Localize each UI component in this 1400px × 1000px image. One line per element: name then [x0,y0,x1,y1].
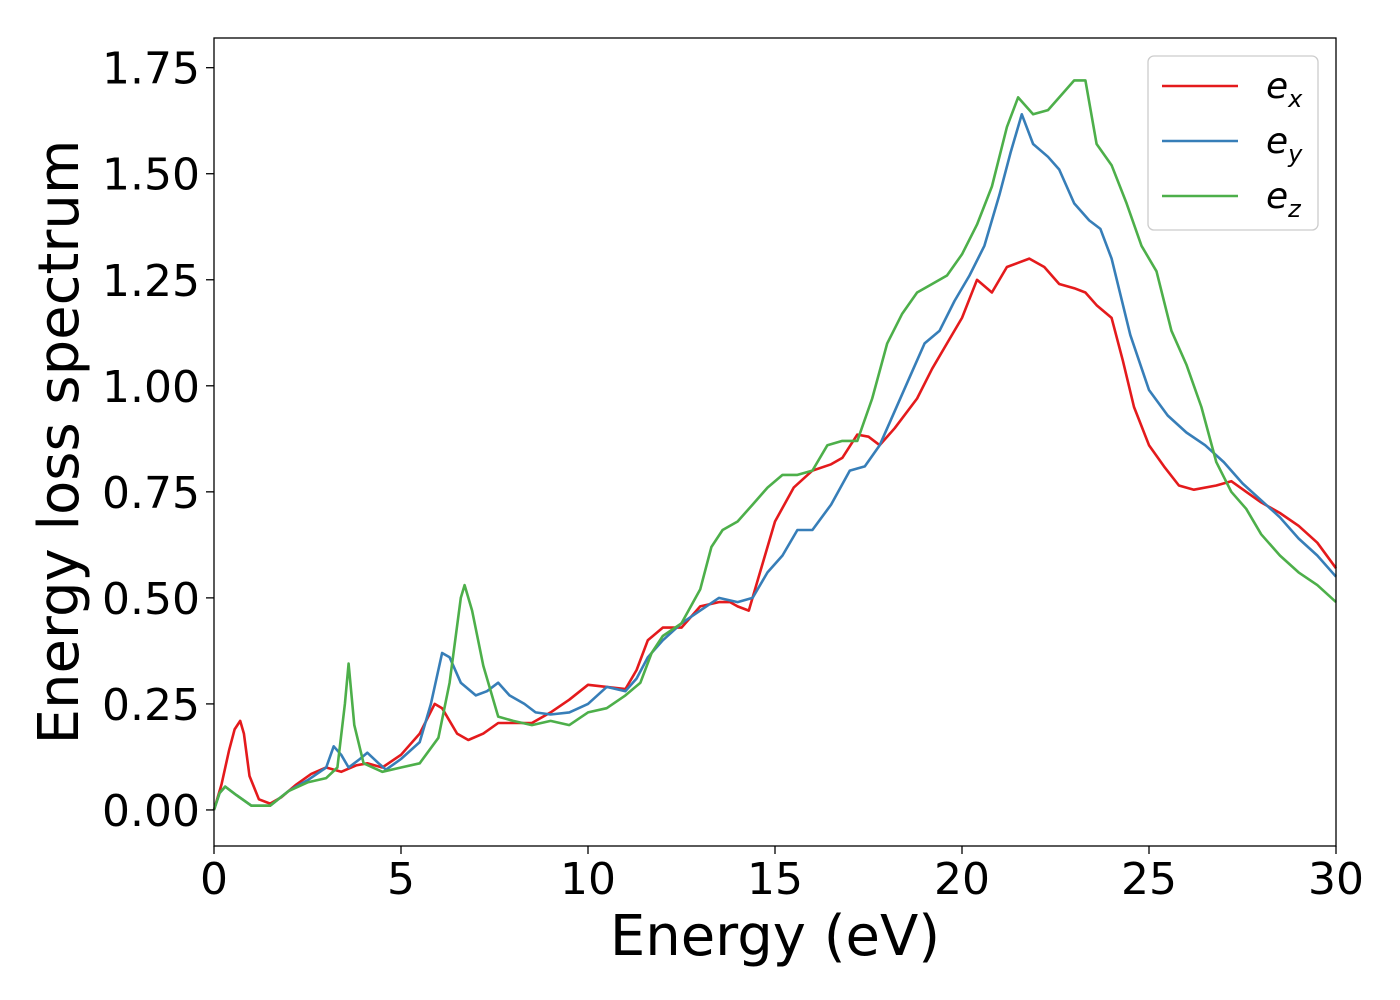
x-axis-label: Energy (eV) [610,904,940,969]
legend-label-subscript: y [1287,140,1303,168]
legend-label-base: e [1266,121,1288,162]
y-tick-label: 0.50 [102,574,200,625]
legend-label: ex [1266,66,1303,113]
y-tick-label: 0.00 [102,786,200,837]
x-tick-label: 10 [560,854,616,905]
series-line-e-z [212,79,1337,811]
y-tick-label: 1.75 [102,44,200,95]
y-axis-label: Energy loss spectrum [27,140,92,745]
series-line-e-x [212,257,1338,811]
legend-label-subscript: z [1287,195,1302,223]
y-tick-label: 1.25 [102,256,200,307]
legend-label-subscript: x [1287,85,1303,113]
legend-label-base: e [1266,66,1288,107]
y-tick-label: 0.25 [102,680,200,731]
legend-label: ey [1266,121,1303,168]
legend-label-base: e [1266,176,1288,217]
legend-label: ez [1266,176,1302,223]
y-axis-ticks: 0.00 0.25 0.50 0.75 1.00 1.25 1.50 1.75 [102,44,214,837]
y-tick-label: 1.50 [102,150,200,201]
x-tick-label: 25 [1121,854,1177,905]
legend-box [1147,55,1319,231]
x-axis-ticks: 0 5 10 15 20 25 30 [200,846,1364,905]
series-line-e-y [212,113,1337,811]
x-tick-label: 30 [1308,854,1364,905]
y-tick-label: 0.75 [102,468,200,519]
x-tick-label: 20 [934,854,990,905]
x-tick-label: 5 [387,854,415,905]
x-tick-label: 0 [200,854,228,905]
x-tick-label: 15 [747,854,803,905]
series-layer [212,79,1338,811]
y-tick-label: 1.00 [102,362,200,413]
